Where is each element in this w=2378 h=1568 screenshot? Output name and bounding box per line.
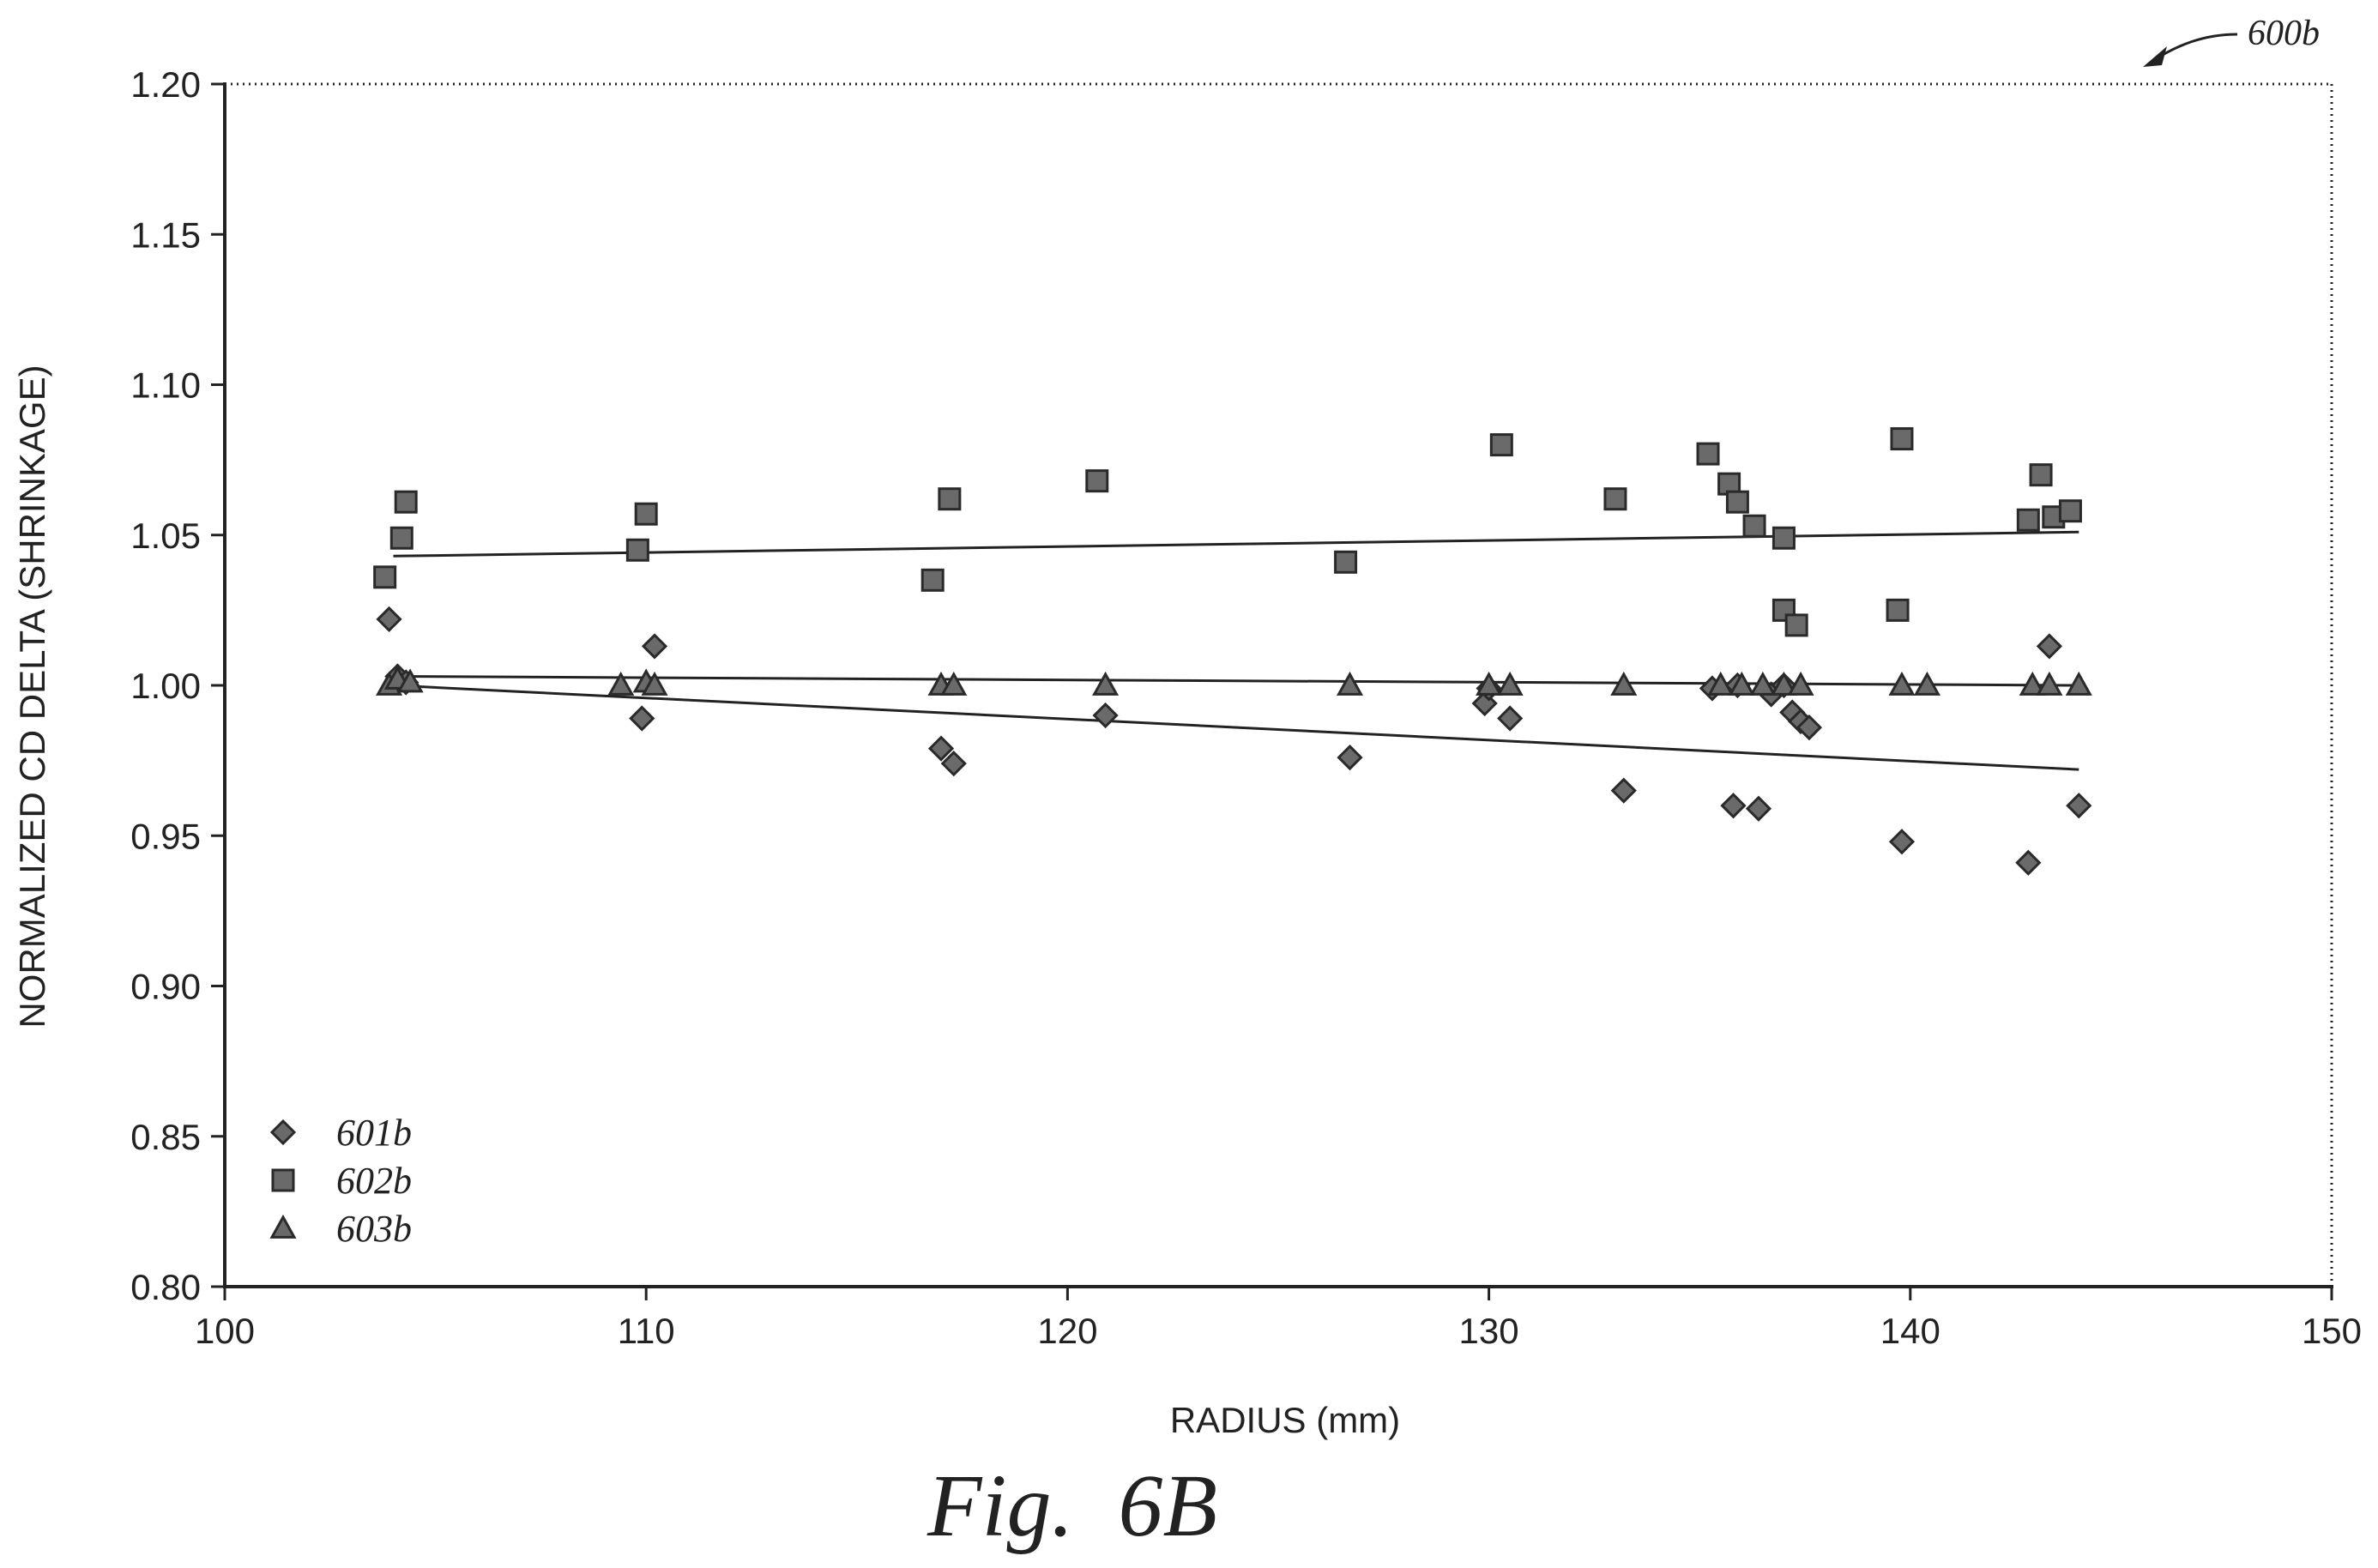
legend-marker-603b (269, 1214, 297, 1239)
point-602b (920, 568, 945, 592)
point-603b (1728, 671, 1755, 696)
point-602b (1696, 442, 1720, 466)
point-602b (1085, 469, 1109, 493)
point-601b (1745, 795, 1772, 822)
y-tick-label: 1.05 (130, 516, 201, 556)
point-601b (1888, 829, 1916, 855)
x-tick-label: 140 (1880, 1311, 1940, 1351)
y-tick-label: 1.20 (130, 64, 201, 105)
x-tick-label: 130 (1459, 1311, 1519, 1351)
point-601b (2066, 793, 2092, 819)
x-axis: 100 110 120 130 140 150 (195, 1287, 2362, 1351)
x-tick-label: 110 (618, 1311, 675, 1351)
point-602b (1771, 526, 1796, 550)
point-603b (940, 671, 968, 696)
point-602b (2058, 499, 2082, 523)
point-603b (1496, 671, 1524, 696)
y-axis: 0.80 0.85 0.90 0.95 1.00 1.05 1.10 1.15 1.20 (130, 64, 225, 1307)
point-603b (2065, 671, 2092, 696)
y-tick-label: 0.85 (130, 1117, 201, 1157)
point-601b (641, 633, 668, 660)
point-601b (2015, 849, 2042, 876)
point-603b (1888, 671, 1916, 696)
point-602b (938, 487, 962, 511)
legend-marker-602b (271, 1168, 295, 1192)
figure-reference-label: 600b (2248, 14, 2320, 53)
point-602b (394, 490, 418, 514)
y-tick-label: 0.95 (130, 816, 201, 856)
point-602b (2016, 508, 2040, 532)
point-603b (1770, 671, 1797, 696)
point-601b (1337, 744, 1363, 771)
point-601b (376, 606, 402, 633)
point-601b (927, 735, 955, 762)
point-602b (1771, 598, 1796, 622)
reference-arrow (2151, 33, 2238, 63)
y-tick-label: 1.15 (130, 214, 201, 255)
point-603b (641, 671, 668, 696)
point-603b (1707, 671, 1735, 696)
point-603b (1913, 671, 1940, 696)
point-602b (1725, 490, 1749, 514)
point-603b (1749, 671, 1777, 696)
point-602b (634, 502, 658, 526)
point-601b (1610, 777, 1637, 804)
point-603b (607, 671, 635, 696)
x-axis-title: RADIUS (mm) (1170, 1400, 1400, 1440)
point-602b (1334, 550, 1358, 574)
trendline-601b (393, 684, 2079, 771)
point-601b (1720, 793, 1747, 819)
y-axis-title: NORMALIZED CD DELTA (SHRINKAGE) (12, 365, 52, 1028)
figure-caption: Fig. 6B (926, 1456, 1217, 1555)
point-603b (1336, 671, 1364, 696)
x-tick-label: 100 (195, 1311, 255, 1351)
point-601b (1092, 702, 1119, 729)
point-603b (1092, 671, 1120, 696)
point-602b (2029, 463, 2053, 487)
point-602b (1603, 487, 1627, 511)
figure-reference: 600b (2143, 14, 2320, 67)
y-tick-label: 1.00 (130, 666, 201, 706)
point-602b (1886, 598, 1910, 622)
point-602b (1890, 427, 1914, 451)
legend: 601b 602b 603b (269, 1112, 412, 1250)
point-603b (2019, 671, 2046, 696)
point-602b (625, 538, 649, 562)
trendline-602b (393, 530, 2079, 558)
x-tick-label: 150 (2302, 1311, 2362, 1351)
point-603b (1610, 671, 1638, 696)
point-602b (1742, 514, 1766, 538)
point-603b (396, 668, 424, 693)
legend-label-603b: 603b (336, 1208, 412, 1250)
y-tick-label: 0.80 (130, 1267, 201, 1307)
point-601b (2036, 633, 2063, 660)
y-tick-label: 0.90 (130, 967, 201, 1007)
legend-label-602b: 602b (336, 1160, 412, 1202)
data-points (373, 427, 2092, 876)
point-601b (940, 751, 967, 777)
point-603b (1476, 671, 1503, 696)
point-601b (629, 705, 655, 732)
legend-marker-601b (269, 1119, 297, 1146)
point-603b (1787, 671, 1814, 696)
y-tick-label: 1.10 (130, 365, 201, 406)
point-601b (1796, 714, 1823, 741)
reference-arrowhead (2143, 46, 2167, 67)
point-602b (1489, 433, 1513, 457)
point-602b (373, 565, 397, 589)
point-602b (1784, 613, 1808, 637)
legend-label-601b: 601b (336, 1112, 412, 1154)
point-603b (2036, 671, 2063, 696)
x-tick-label: 120 (1037, 1311, 1097, 1351)
point-602b (389, 526, 413, 550)
point-601b (1497, 705, 1524, 732)
